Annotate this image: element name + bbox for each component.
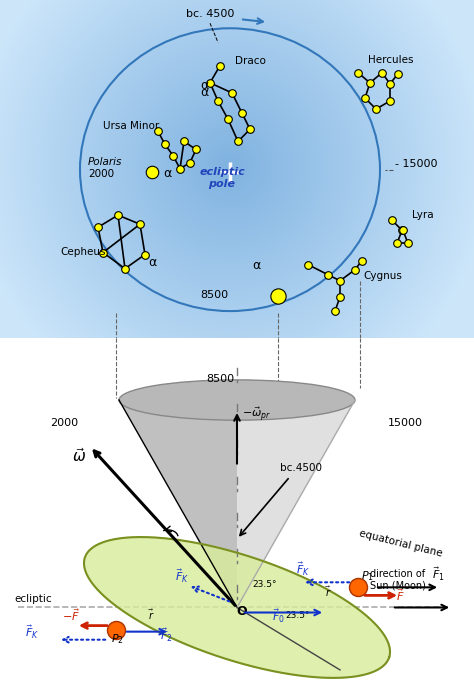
Text: $\vec{F}_2$: $\vec{F}_2$ bbox=[160, 626, 173, 644]
Text: $P_1$: $P_1$ bbox=[361, 569, 374, 583]
Text: $\vec{F}_0$: $\vec{F}_0$ bbox=[272, 608, 285, 625]
Text: Ursa Minor: Ursa Minor bbox=[103, 121, 159, 131]
Text: O: O bbox=[237, 604, 247, 617]
Text: 2000: 2000 bbox=[88, 168, 114, 179]
Polygon shape bbox=[237, 400, 355, 608]
Text: Polaris: Polaris bbox=[88, 157, 122, 166]
Text: $\vec{F}_K$: $\vec{F}_K$ bbox=[296, 561, 310, 578]
Text: bc. 4500: bc. 4500 bbox=[186, 9, 234, 19]
Text: ecliptic: ecliptic bbox=[14, 595, 52, 604]
Text: 15000: 15000 bbox=[388, 418, 423, 428]
Text: 8500: 8500 bbox=[200, 290, 228, 300]
Text: $\vec{\omega}$: $\vec{\omega}$ bbox=[72, 447, 86, 465]
Text: α: α bbox=[148, 256, 156, 269]
Polygon shape bbox=[84, 537, 390, 678]
Text: $\vec{F}_K$: $\vec{F}_K$ bbox=[25, 624, 39, 642]
Text: ecliptic
pole: ecliptic pole bbox=[199, 167, 245, 189]
Text: equatorial plane: equatorial plane bbox=[358, 529, 443, 559]
Text: α: α bbox=[200, 86, 208, 99]
Text: 8500: 8500 bbox=[206, 374, 234, 384]
Text: α: α bbox=[163, 167, 171, 180]
Text: $P_2$: $P_2$ bbox=[111, 632, 124, 646]
Text: 23.5°: 23.5° bbox=[252, 580, 276, 589]
Text: bc.4500: bc.4500 bbox=[280, 462, 322, 473]
Text: Lyra: Lyra bbox=[412, 210, 434, 220]
Text: $-\vec{\omega}_{pr}$: $-\vec{\omega}_{pr}$ bbox=[242, 406, 271, 424]
Text: direction of
Sun (Moon): direction of Sun (Moon) bbox=[370, 569, 426, 591]
Polygon shape bbox=[119, 400, 237, 608]
Text: Draco: Draco bbox=[235, 56, 266, 65]
Text: α: α bbox=[252, 258, 260, 271]
Ellipse shape bbox=[119, 380, 355, 420]
Text: Cygnus: Cygnus bbox=[363, 271, 402, 281]
Text: $\vec{r}$: $\vec{r}$ bbox=[148, 607, 155, 621]
Text: - 15000: - 15000 bbox=[395, 159, 438, 168]
Text: $\vec{F}_K$: $\vec{F}_K$ bbox=[175, 567, 189, 585]
Text: 2000: 2000 bbox=[50, 418, 78, 428]
Text: α: α bbox=[200, 79, 208, 92]
Text: $\vec{r}$: $\vec{r}$ bbox=[325, 585, 331, 599]
Text: Hercules: Hercules bbox=[368, 55, 413, 65]
Text: 23.5°: 23.5° bbox=[285, 610, 310, 619]
Text: $\vec{F}$: $\vec{F}$ bbox=[396, 588, 404, 604]
Text: Cepheus: Cepheus bbox=[60, 246, 106, 256]
Text: $-\vec{F}$: $-\vec{F}$ bbox=[62, 607, 80, 623]
Text: $\vec{F}_1$: $\vec{F}_1$ bbox=[432, 565, 445, 583]
